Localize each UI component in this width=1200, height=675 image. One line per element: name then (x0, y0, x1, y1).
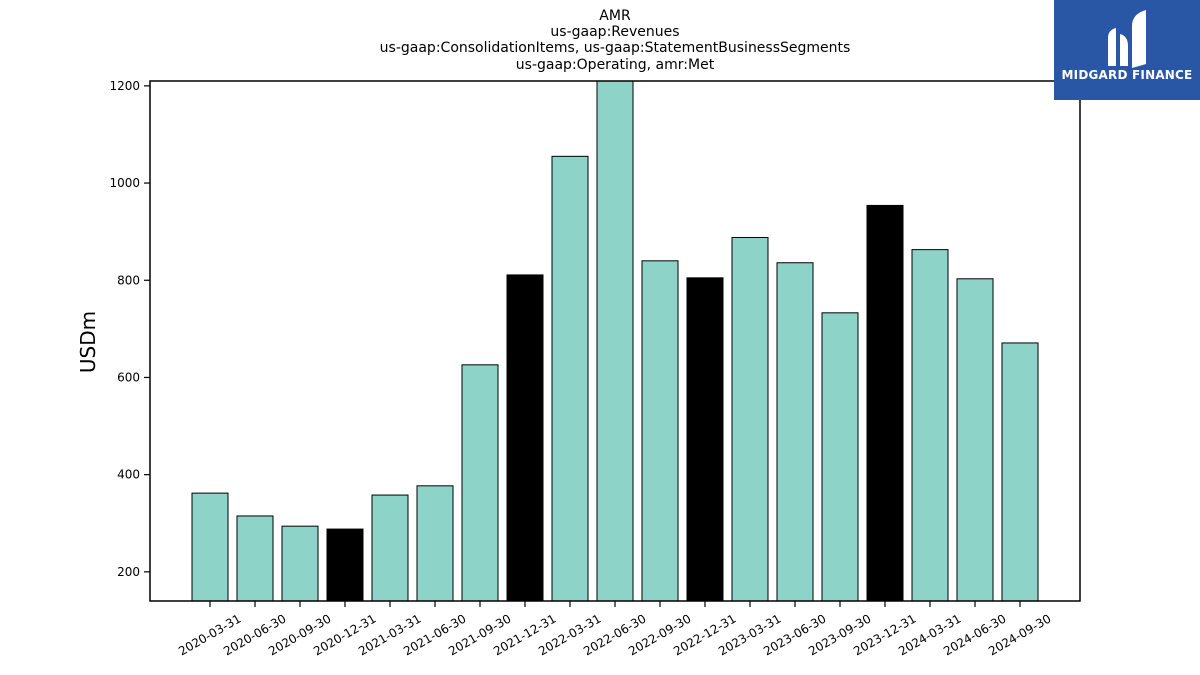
brand-name: MIDGARD FINANCE (1061, 68, 1193, 82)
y-tick-label: 1200 (109, 79, 140, 93)
bar (551, 155, 589, 602)
bar (416, 485, 454, 602)
chart-title-line: us-gaap:Revenues (550, 24, 679, 40)
y-tick-label: 400 (117, 468, 140, 482)
bar (326, 528, 364, 602)
bar (461, 364, 499, 602)
midgard-logo-icon (1108, 10, 1146, 68)
bar (191, 492, 229, 602)
bar (641, 260, 679, 602)
x-axis-ticks: 2020-03-312020-06-302020-09-302020-12-31… (176, 601, 1054, 658)
y-tick-label: 600 (117, 370, 140, 384)
bar (236, 515, 274, 602)
chart-title: AMR us-gaap:Revenues us-gaap:Consolidati… (380, 8, 851, 73)
bar (371, 494, 409, 602)
bar (686, 277, 724, 602)
y-tick-label: 1000 (109, 176, 140, 190)
plot-frame (149, 80, 1081, 602)
bar (866, 204, 904, 602)
bar (911, 249, 949, 602)
bar (506, 274, 544, 602)
chart-title-line: us-gaap:Operating, amr:Met (516, 57, 715, 73)
bar (281, 525, 319, 602)
bar (956, 278, 994, 602)
y-axis-label: USDm (76, 311, 100, 373)
y-tick-label: 200 (117, 565, 140, 579)
y-tick-label: 800 (117, 273, 140, 287)
chart-title-line: us-gaap:ConsolidationItems, us-gaap:Stat… (380, 40, 851, 56)
bar (821, 312, 859, 602)
bar (1001, 342, 1039, 602)
chart-title-line: AMR (599, 8, 631, 24)
bar (596, 80, 634, 602)
bar-series (191, 80, 1039, 602)
midgard-finance-logo: MIDGARD FINANCE (1054, 0, 1200, 100)
bar (776, 262, 814, 602)
y-axis-ticks: 200 400 600 800 1000 1200 (109, 79, 150, 579)
bar (731, 236, 769, 602)
